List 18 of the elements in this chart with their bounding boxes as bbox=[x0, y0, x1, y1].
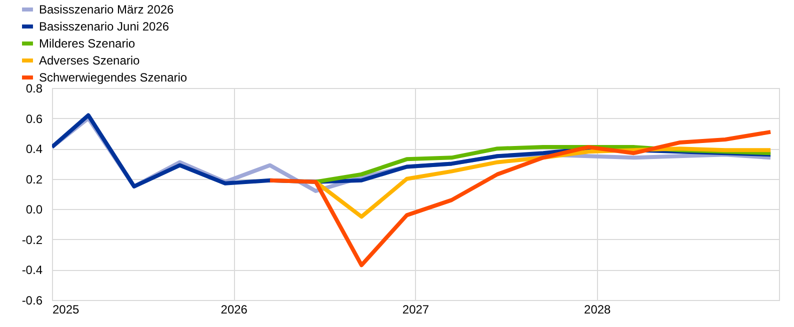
y-tick-label: 0.0 bbox=[26, 202, 43, 217]
y-tick-label: 0.2 bbox=[26, 172, 43, 186]
y-tick-label: -0.4 bbox=[22, 263, 43, 278]
x-tick-label: 2026 bbox=[220, 302, 248, 316]
y-tick-label: -0.6 bbox=[22, 294, 43, 308]
x-tick-label: 2027 bbox=[402, 302, 430, 316]
legend-label: Basisszenario März 2026 bbox=[39, 2, 174, 16]
legend-label: Basisszenario Juni 2026 bbox=[39, 20, 170, 34]
legend-label: Milderes Szenario bbox=[39, 36, 136, 50]
y-tick-label: 0.4 bbox=[26, 142, 43, 156]
y-tick-label: 0.8 bbox=[26, 82, 43, 96]
x-tick-label: 2025 bbox=[52, 302, 80, 316]
y-tick-label: -0.2 bbox=[22, 232, 43, 247]
legend-label: Adverses Szenario bbox=[39, 54, 140, 68]
line-series bbox=[268, 130, 773, 268]
y-tick-label: 0.6 bbox=[26, 112, 43, 126]
x-tick-label: 2028 bbox=[584, 302, 612, 316]
legend-label: Schwerwiegendes Szenario bbox=[39, 70, 188, 84]
